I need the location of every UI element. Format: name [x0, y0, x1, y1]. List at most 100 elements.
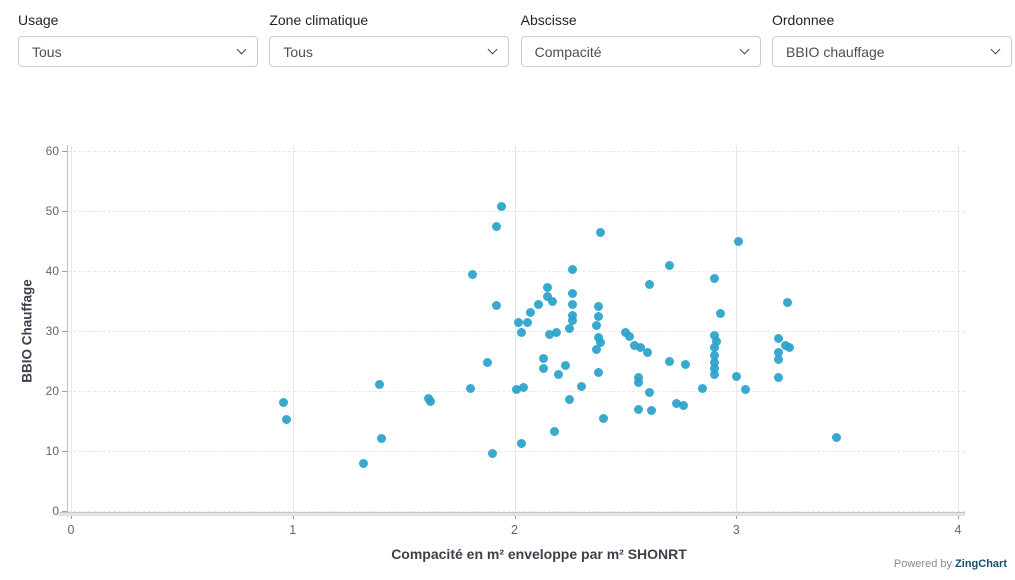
data-point[interactable] — [709, 331, 719, 341]
data-point[interactable] — [594, 367, 604, 377]
data-point[interactable] — [545, 330, 555, 340]
usage-select[interactable]: Tous — [18, 36, 258, 67]
h-gridline — [68, 211, 965, 212]
zingchart-logo[interactable]: ZingChart — [955, 558, 1007, 570]
data-point[interactable] — [782, 297, 792, 307]
data-point[interactable] — [525, 307, 535, 317]
data-point[interactable] — [487, 448, 497, 458]
data-point[interactable] — [665, 357, 675, 367]
data-point[interactable] — [680, 360, 690, 370]
data-point[interactable] — [561, 360, 570, 370]
data-point[interactable] — [549, 427, 559, 437]
data-point[interactable] — [711, 337, 721, 347]
data-point[interactable] — [647, 405, 657, 415]
data-point[interactable] — [784, 342, 794, 352]
data-point[interactable] — [709, 273, 719, 283]
data-point[interactable] — [716, 308, 726, 318]
data-point[interactable] — [514, 318, 524, 328]
data-point[interactable] — [567, 289, 577, 299]
data-point[interactable] — [709, 343, 719, 353]
data-point[interactable] — [567, 310, 577, 320]
data-point[interactable] — [733, 236, 743, 246]
x-axis-title: Compacité en m² enveloppe par m² SHONRT — [391, 546, 687, 562]
data-point[interactable] — [645, 388, 655, 398]
data-point[interactable] — [567, 300, 577, 310]
data-point[interactable] — [465, 383, 475, 393]
filter-zone-climatique: Zone climatique Tous — [269, 12, 510, 67]
data-point[interactable] — [596, 227, 606, 237]
data-point[interactable] — [596, 337, 606, 347]
data-point[interactable] — [547, 296, 557, 306]
data-point[interactable] — [467, 270, 477, 280]
usage-select-wrap: Tous — [18, 36, 258, 67]
data-point[interactable] — [554, 369, 564, 379]
data-point[interactable] — [281, 415, 291, 425]
data-point[interactable] — [425, 396, 435, 406]
data-point[interactable] — [773, 333, 783, 343]
data-point[interactable] — [483, 358, 493, 368]
zone-climatique-select[interactable]: Tous — [269, 36, 510, 67]
data-point[interactable] — [567, 316, 577, 326]
data-point[interactable] — [576, 382, 586, 392]
data-point[interactable] — [709, 363, 719, 373]
filter-bar: Usage Tous Zone climatique Tous Abscisse — [18, 12, 1012, 67]
data-point[interactable] — [709, 358, 719, 368]
data-point[interactable] — [567, 264, 577, 274]
y-tick-mark — [62, 211, 67, 212]
y-axis-line — [67, 145, 68, 517]
data-point[interactable] — [643, 348, 653, 358]
data-point[interactable] — [516, 327, 526, 337]
data-point[interactable] — [620, 327, 630, 337]
data-point[interactable] — [492, 300, 502, 310]
data-point[interactable] — [625, 331, 635, 341]
data-point[interactable] — [671, 399, 681, 409]
data-point[interactable] — [359, 459, 369, 469]
data-point[interactable] — [636, 342, 646, 352]
data-point[interactable] — [279, 397, 289, 407]
data-point[interactable] — [594, 333, 604, 343]
data-point[interactable] — [598, 414, 608, 424]
data-point[interactable] — [678, 400, 688, 410]
data-point[interactable] — [516, 438, 526, 448]
data-point[interactable] — [534, 299, 544, 309]
data-point[interactable] — [634, 404, 644, 414]
ordonnee-select[interactable]: BBIO chauffage — [771, 36, 1012, 67]
data-point[interactable] — [538, 353, 548, 363]
data-point[interactable] — [831, 433, 841, 443]
data-point[interactable] — [709, 369, 719, 379]
powered-by-attribution[interactable]: Powered by ZingChart — [894, 558, 1007, 570]
data-point[interactable] — [592, 344, 602, 354]
data-point[interactable] — [634, 377, 644, 387]
data-point[interactable] — [496, 201, 506, 211]
data-point[interactable] — [592, 321, 602, 331]
x-tick-mark — [292, 513, 294, 519]
data-point[interactable] — [543, 283, 553, 293]
data-point[interactable] — [629, 340, 639, 350]
data-point[interactable] — [665, 260, 675, 270]
data-point[interactable] — [773, 354, 783, 364]
data-point[interactable] — [565, 394, 575, 404]
data-point[interactable] — [594, 312, 604, 322]
data-point[interactable] — [594, 301, 604, 311]
data-point[interactable] — [773, 373, 783, 383]
data-point[interactable] — [512, 384, 522, 394]
abscisse-select[interactable]: Compacité — [520, 36, 761, 67]
data-point[interactable] — [552, 327, 562, 337]
data-point[interactable] — [645, 280, 655, 290]
data-point[interactable] — [492, 221, 502, 231]
data-point[interactable] — [376, 433, 386, 443]
zone-climatique-label: Zone climatique — [269, 12, 369, 28]
data-point[interactable] — [773, 348, 783, 358]
data-point[interactable] — [523, 317, 533, 327]
data-point[interactable] — [731, 372, 741, 382]
data-point[interactable] — [565, 323, 575, 333]
data-point[interactable] — [709, 351, 719, 361]
x-tick-mark — [71, 513, 72, 519]
data-point[interactable] — [698, 384, 708, 394]
data-point[interactable] — [538, 363, 548, 373]
data-point[interactable] — [543, 292, 553, 302]
h-gridline — [68, 331, 965, 332]
data-point[interactable] — [374, 379, 384, 389]
data-point[interactable] — [518, 382, 528, 392]
data-point[interactable] — [740, 384, 750, 394]
